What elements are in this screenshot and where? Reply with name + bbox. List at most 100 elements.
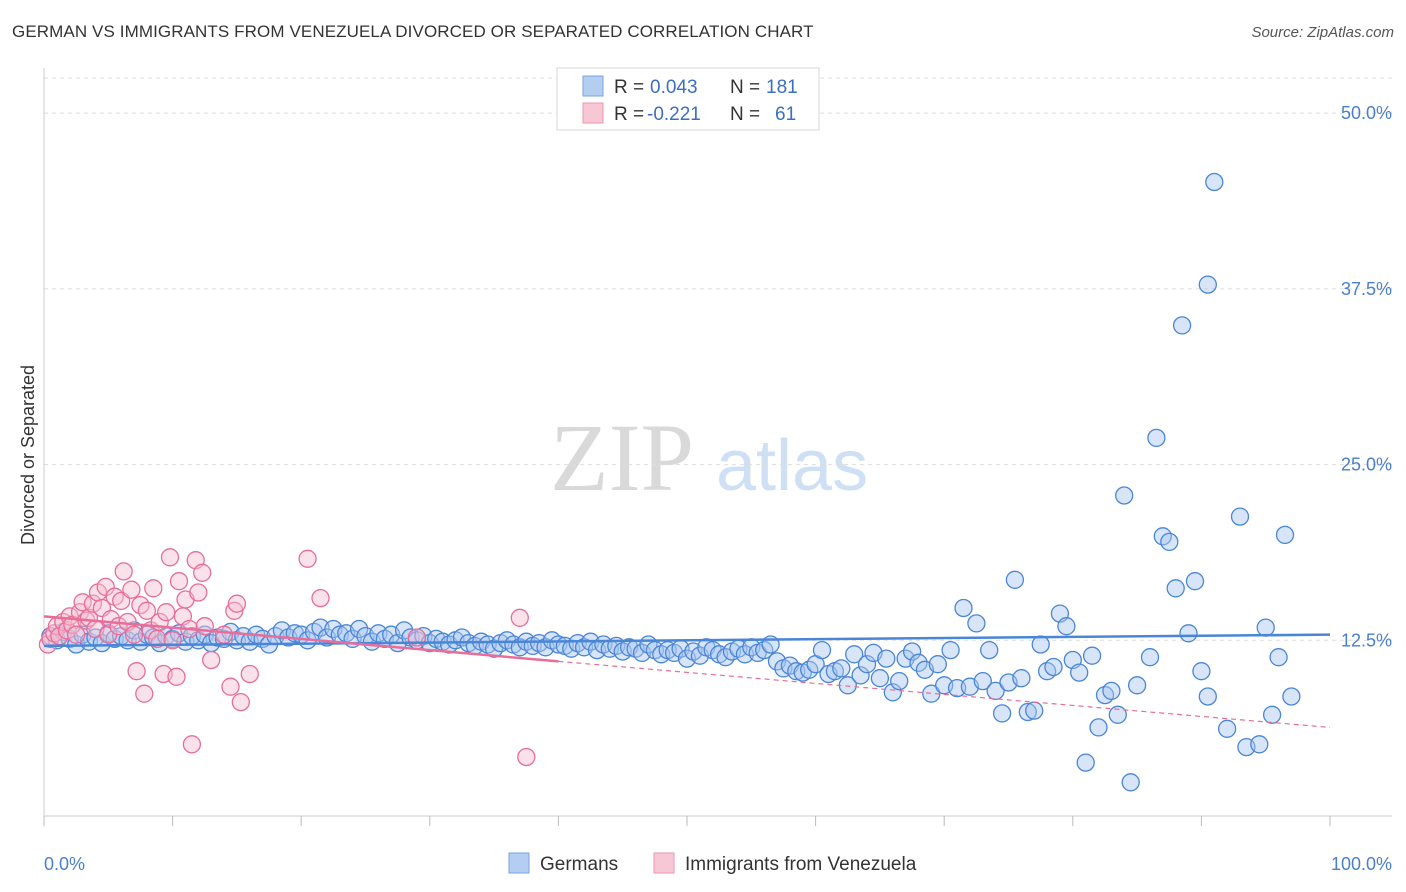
y-tick-labels: 12.5% 25.0% 37.5% 50.0%	[1341, 103, 1392, 650]
point-venezuela	[510, 608, 529, 627]
point-venezuela	[124, 625, 144, 644]
point-venezuela	[144, 579, 163, 598]
point-germans	[349, 619, 369, 639]
point-germans	[1070, 663, 1089, 682]
x-tick-label-min: 0.0%	[44, 854, 85, 874]
point-germans	[1076, 753, 1095, 772]
point-venezuela	[182, 735, 202, 754]
point-venezuela	[167, 667, 186, 686]
point-germans	[941, 640, 960, 660]
point-germans	[1275, 525, 1295, 545]
legend-r-value-germans: 0.043	[650, 77, 698, 98]
point-germans	[973, 671, 992, 691]
legend-r-label-germans: R =	[614, 77, 644, 98]
point-venezuela	[114, 562, 133, 581]
legend-r-label-venezuela: R =	[614, 104, 644, 125]
series-legend: Germans Immigrants from Venezuela	[508, 852, 917, 875]
legend-n-label-germans: N =	[730, 77, 760, 98]
point-germans	[928, 655, 947, 674]
trend-line-germans	[43, 633, 1331, 648]
point-germans	[986, 681, 1005, 701]
point-germans	[1198, 275, 1217, 294]
y-axis-label: Divorced or Separated	[18, 365, 38, 545]
trend-extension-venezuela	[558, 660, 1331, 729]
y-tick-label: 37.5%	[1341, 279, 1392, 299]
point-venezuela	[122, 580, 141, 599]
point-venezuela	[157, 603, 176, 622]
watermark-atlas: atlas	[716, 426, 868, 506]
chart-title: GERMAN VS IMMIGRANTS FROM VENEZUELA DIVO…	[12, 22, 814, 41]
point-venezuela	[163, 631, 182, 650]
point-germans	[1250, 735, 1269, 754]
point-venezuela	[160, 548, 180, 567]
point-germans	[877, 649, 896, 668]
point-germans	[954, 598, 973, 618]
point-venezuela	[127, 662, 146, 681]
point-germans	[1230, 507, 1250, 526]
point-germans	[902, 642, 922, 661]
bottom-legend-swatch-germans	[508, 852, 530, 874]
point-germans	[883, 683, 902, 702]
point-germans	[1012, 669, 1031, 688]
legend-n-value-germans: 181	[766, 77, 798, 98]
point-germans	[1121, 773, 1140, 792]
point-germans	[1108, 705, 1127, 724]
point-germans	[1140, 648, 1160, 667]
point-germans	[967, 614, 986, 633]
legend-r-value-venezuela: -0.221	[647, 104, 701, 125]
axes	[43, 68, 1392, 817]
watermark-zip: ZIP	[550, 404, 694, 511]
point-venezuela	[137, 601, 157, 620]
point-germans	[1018, 702, 1037, 722]
point-germans	[1198, 687, 1217, 706]
point-germans	[1102, 681, 1121, 701]
x-ticks	[43, 816, 1331, 826]
bottom-legend-swatch-venezuela	[653, 852, 675, 874]
point-germans	[870, 669, 890, 688]
y-tick-label: 25.0%	[1341, 455, 1392, 475]
point-germans	[1031, 635, 1050, 654]
point-germans	[890, 671, 909, 691]
point-germans	[1185, 572, 1205, 591]
legend-swatch-germans	[582, 75, 604, 97]
point-venezuela	[227, 594, 247, 613]
point-venezuela	[67, 625, 86, 644]
point-germans	[832, 659, 851, 678]
point-germans	[1089, 718, 1108, 737]
point-germans	[1217, 719, 1237, 738]
point-germans	[845, 645, 864, 664]
point-germans	[1115, 486, 1134, 505]
trend-lines	[43, 615, 1331, 729]
stats-legend: R = 0.043 N = 181 R = -0.221 N = 61	[556, 67, 820, 131]
point-venezuela	[57, 621, 77, 640]
y-tick-label: 12.5%	[1341, 630, 1392, 650]
point-germans	[980, 640, 999, 660]
point-germans	[1057, 617, 1076, 636]
point-germans	[1044, 657, 1063, 677]
point-germans	[1082, 646, 1102, 665]
point-germans	[1192, 662, 1211, 681]
point-germans	[1269, 648, 1288, 667]
point-germans	[1256, 618, 1275, 637]
bottom-legend-label-venezuela: Immigrants from Venezuela	[685, 854, 917, 875]
point-germans	[1127, 676, 1147, 695]
legend-n-label-venezuela: N =	[730, 104, 760, 125]
point-germans	[909, 653, 928, 672]
point-venezuela	[240, 664, 259, 684]
point-germans	[851, 666, 870, 685]
y-tick-label: 50.0%	[1341, 103, 1392, 123]
point-germans	[1147, 428, 1166, 448]
trend-line-venezuela	[43, 615, 559, 663]
point-germans	[1205, 172, 1224, 192]
point-venezuela	[169, 572, 189, 591]
point-venezuela	[231, 692, 250, 712]
point-venezuela	[193, 563, 212, 582]
point-germans	[1179, 624, 1198, 643]
point-germans	[1025, 701, 1044, 720]
point-venezuela	[298, 549, 317, 568]
point-germans	[992, 704, 1012, 723]
point-venezuela	[214, 625, 234, 644]
point-germans	[1005, 570, 1025, 589]
point-germans	[812, 640, 832, 660]
series-venezuela	[38, 548, 536, 767]
